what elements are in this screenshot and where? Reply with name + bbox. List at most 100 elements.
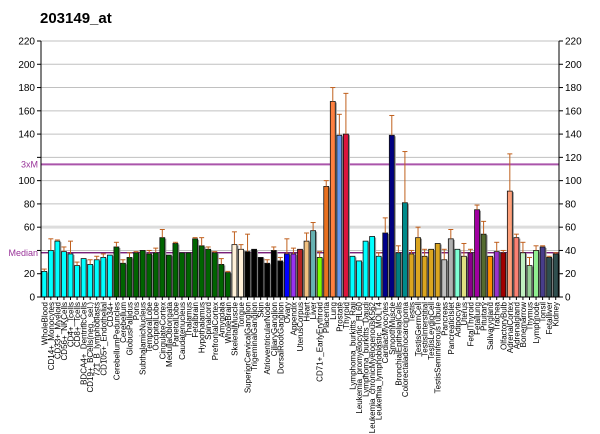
bar (67, 253, 74, 298)
x-tick-label: CD19+_BCells(neg._sel.) (86, 302, 95, 393)
y-tick-label-right: 60 (565, 223, 577, 234)
bar (428, 248, 435, 298)
bar (382, 232, 389, 298)
x-tick-label: Amygdala (217, 301, 226, 337)
bar (192, 238, 198, 298)
bar (526, 265, 533, 298)
x-tick-label: Placenta (322, 301, 331, 333)
y-tick-label-left: 200 (18, 60, 35, 71)
x-tick-label: TemporalLobe (145, 301, 154, 352)
x-tick-label: 721_B_lymphoblasts (93, 302, 102, 376)
x-tick-label: Prostate (335, 301, 344, 331)
x-tick-label: Uterus (460, 302, 469, 326)
x-tick-label: OlfactoryBulb (499, 301, 508, 350)
x-tick-label: DorsalRootGanglion (276, 302, 285, 374)
bar (47, 250, 54, 298)
x-tick-label: CD33+_Myeloid (53, 302, 62, 359)
x-tick-label: Spinalcord (204, 302, 213, 340)
bar (172, 243, 179, 298)
y-tick-label-right: 200 (565, 60, 582, 71)
x-tick-label: WholeBrain (224, 302, 233, 343)
x-tick-label: Ovary (283, 302, 292, 323)
x-tick-label: PancreaticIslet (447, 301, 456, 354)
bar (349, 255, 356, 298)
x-tick-label: Lymphnode (532, 301, 541, 343)
bar (297, 248, 303, 298)
y-tick-label-left: 0 (29, 293, 35, 304)
bar (146, 253, 153, 298)
chart-title: 203149_at (40, 10, 112, 27)
bar (310, 230, 316, 298)
bar (395, 252, 402, 298)
x-tick-label: Lymphoma_burkitts_Raji (348, 302, 357, 390)
bar (343, 133, 349, 298)
x-tick-label: SkeletalMuscle (230, 301, 239, 355)
bar (329, 101, 336, 298)
x-tick-label: Fetalliver (545, 302, 554, 335)
bar (211, 252, 218, 298)
bar (179, 252, 185, 298)
x-tick-label: WholeBlood (40, 302, 49, 345)
bar (270, 250, 277, 298)
bar (447, 238, 454, 298)
x-tick-label: Caudatenucleus (178, 302, 187, 360)
bar (238, 248, 244, 298)
bar (487, 255, 494, 298)
x-tick-label: SuperiorCervicalGanglion (244, 302, 253, 393)
x-tick-label: Thymus (525, 302, 534, 330)
bar (120, 262, 126, 298)
bar (388, 134, 395, 298)
x-tick-label: TrigeminalGanglion (250, 302, 259, 371)
x-tick-label: Cerebellum (119, 302, 128, 343)
x-tick-label: CD105+_Endothelial (99, 302, 108, 376)
x-tick-label: Thyroid (342, 302, 351, 329)
y-tick-label-left: 100 (18, 176, 35, 187)
x-tick-label: Fetalbrain (191, 302, 200, 338)
y-tick-label-right: 100 (565, 176, 582, 187)
y-tick-label-left: 80 (24, 199, 36, 210)
bars (41, 87, 560, 298)
x-tick-label: CD8+_Tcells (73, 302, 82, 347)
bar (218, 264, 225, 298)
bar (284, 253, 290, 298)
x-tick-label: CingulateCortex (158, 302, 167, 359)
x-tick-label: Bonemarrow (519, 302, 528, 348)
bar (159, 237, 166, 298)
bar (316, 257, 323, 298)
x-tick-label: CerebellumPeduncles (112, 302, 121, 380)
x-tick-label: CD71+_EarlyErythroid (316, 302, 325, 382)
bar (198, 245, 205, 298)
bar (244, 251, 251, 298)
bar (500, 252, 507, 298)
bar (362, 240, 369, 298)
y-tick-label-right: 180 (565, 83, 582, 94)
y-tick-label-left: 160 (18, 106, 35, 117)
bar (139, 250, 146, 298)
reference-line-label: 3xM (21, 159, 38, 169)
x-tick-label: Hypothalamus (198, 302, 207, 353)
x-tick-label: GlobusPallidus (126, 302, 135, 355)
bar (106, 254, 113, 298)
x-tick-label: Trachea (493, 301, 502, 331)
bar (133, 252, 139, 298)
x-tick-label: CiliaryGanglion (270, 302, 279, 356)
bar (375, 255, 382, 298)
y-tick-label-left: 60 (24, 223, 36, 234)
y-tick-label-left: 20 (24, 269, 36, 280)
bar (113, 246, 120, 298)
y-tick-label-left: 220 (18, 37, 35, 48)
x-tick-label: UterusCorpus (296, 302, 305, 351)
x-tick-label: Thalamus (185, 302, 194, 337)
x-tick-label: Tongue (237, 301, 246, 328)
bar (74, 265, 80, 298)
x-tick-label: BronchialEpithelialCells (394, 302, 403, 386)
bar (87, 264, 94, 298)
bar (493, 251, 500, 298)
bar (323, 186, 330, 298)
bar (185, 252, 192, 298)
bar (454, 248, 461, 298)
x-tick-label: Skin (257, 302, 266, 318)
x-tick-label: Fetallung (473, 302, 482, 335)
x-tick-label: Colorectaladenocarcinoma (401, 301, 410, 397)
bar (506, 190, 513, 298)
